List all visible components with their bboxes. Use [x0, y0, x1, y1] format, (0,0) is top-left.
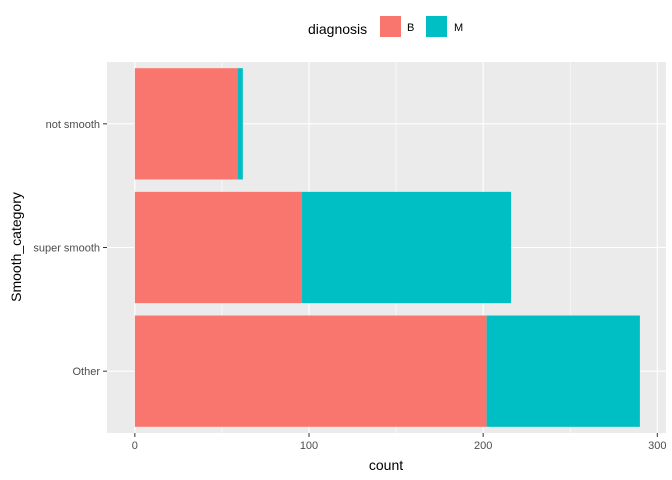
legend-title: diagnosis — [308, 21, 367, 37]
x-tick-label: 0 — [132, 440, 138, 452]
legend-label-b: B — [407, 22, 414, 34]
x-axis: 0 100 200 300 — [132, 433, 666, 452]
bar-m-not-smooth — [237, 68, 243, 180]
bar-b-super-smooth — [134, 191, 303, 304]
bar-m-super-smooth — [302, 191, 512, 304]
y-axis: not smooth super smooth Other — [33, 119, 107, 378]
x-tick-label: 300 — [648, 440, 666, 452]
x-tick-label: 100 — [300, 440, 318, 452]
legend-key-b — [380, 16, 401, 37]
y-tick-label: super smooth — [33, 243, 100, 255]
bar-b-not-smooth — [134, 68, 238, 180]
bar-m-other — [486, 315, 640, 427]
bars — [134, 68, 640, 427]
legend-label-m: M — [454, 22, 463, 34]
y-axis-title: Smooth_category — [8, 192, 24, 302]
x-axis-title: count — [369, 457, 403, 473]
x-tick-label: 200 — [474, 440, 492, 452]
legend: diagnosis B M — [308, 16, 463, 37]
bar-b-other — [134, 315, 487, 427]
y-tick-label: Other — [72, 366, 100, 378]
y-tick-label: not smooth — [46, 119, 100, 131]
legend-key-m — [426, 16, 447, 37]
